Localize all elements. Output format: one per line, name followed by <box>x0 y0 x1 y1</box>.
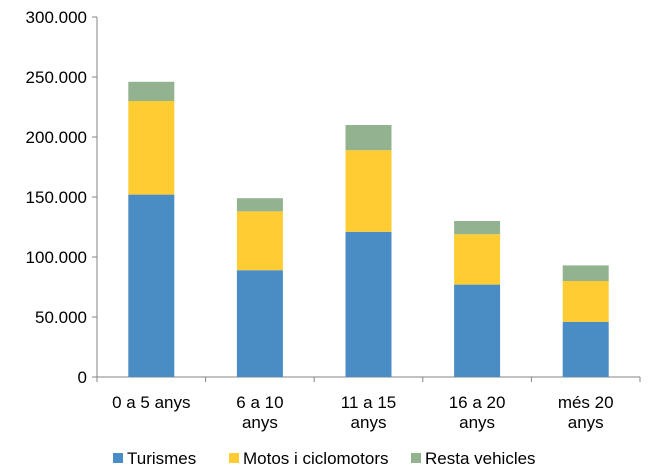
bar-segment-turismes <box>345 231 392 377</box>
y-tick-label: 100.000 <box>26 248 87 267</box>
bar-segment-resta-vehicles <box>562 265 609 281</box>
x-category-label: anys <box>351 413 387 432</box>
bar-segment-resta-vehicles <box>128 81 175 101</box>
bar-segment-turismes <box>562 321 609 377</box>
bar-segment-turismes <box>454 284 501 377</box>
x-category-label: 6 a 10 <box>236 393 283 412</box>
bars <box>128 81 609 377</box>
legend-label: Turismes <box>127 449 196 468</box>
bar-segment-turismes <box>236 270 283 377</box>
y-tick-label: 150.000 <box>26 188 87 207</box>
bar-segment-resta-vehicles <box>236 198 283 212</box>
legend-swatch <box>113 453 123 463</box>
legend: Turismes Motos i ciclomotors Resta vehicle… <box>113 449 536 468</box>
y-tick-label: 0 <box>78 368 87 387</box>
bar-segment-motos-i-ciclomotors <box>562 281 609 322</box>
bar-segment-motos-i-ciclomotors <box>454 234 501 285</box>
legend-label: Resta vehicles <box>425 449 536 468</box>
bar-segment-motos-i-ciclomotors <box>236 211 283 271</box>
legend-swatch <box>411 453 421 463</box>
y-tick-label: 300.000 <box>26 8 87 27</box>
y-tick-label: 200.000 <box>26 128 87 147</box>
bar-segment-resta-vehicles <box>454 221 501 235</box>
y-axis: 0 50.000 100.000 150.000 200.000 250.000 300.0… <box>26 8 98 387</box>
bar-segment-resta-vehicles <box>345 125 392 151</box>
legend-swatch <box>229 453 239 463</box>
x-category-label: 11 a 15 <box>341 393 396 412</box>
x-category-label: més 20 <box>558 393 614 412</box>
x-category-label: anys <box>242 413 278 432</box>
y-tick-label: 250.000 <box>26 68 87 87</box>
legend-label: Motos i ciclomotors <box>243 449 388 468</box>
x-category-label: anys <box>568 413 604 432</box>
x-category-label: 16 a 20 <box>449 393 506 412</box>
bar-segment-motos-i-ciclomotors <box>345 150 392 232</box>
bar-segment-turismes <box>128 194 175 377</box>
x-category-label: 0 a 5 anys <box>112 393 190 412</box>
y-tick-label: 50.000 <box>35 308 87 327</box>
bar-segment-motos-i-ciclomotors <box>128 101 175 195</box>
x-category-label: anys <box>459 413 495 432</box>
